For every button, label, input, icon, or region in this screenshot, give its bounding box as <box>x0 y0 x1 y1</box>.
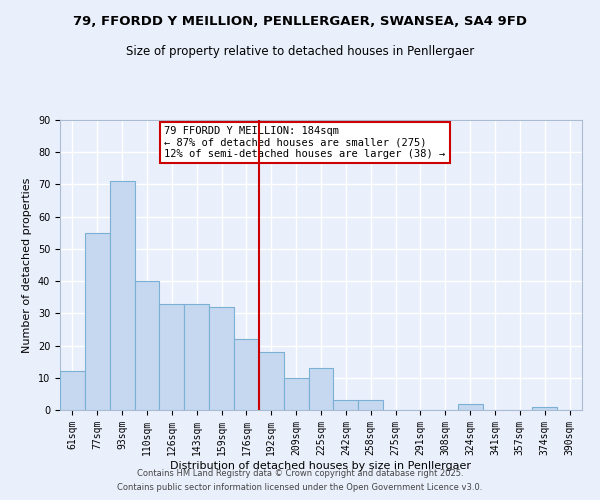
Bar <box>308 368 334 410</box>
Bar <box>458 404 482 410</box>
Bar <box>160 304 184 410</box>
Bar <box>284 378 308 410</box>
Bar <box>85 233 110 410</box>
Text: Size of property relative to detached houses in Penllergaer: Size of property relative to detached ho… <box>126 45 474 58</box>
Bar <box>358 400 383 410</box>
Bar <box>259 352 284 410</box>
Bar <box>184 304 209 410</box>
Text: 79 FFORDD Y MEILLION: 184sqm
← 87% of detached houses are smaller (275)
12% of s: 79 FFORDD Y MEILLION: 184sqm ← 87% of de… <box>164 126 446 159</box>
Bar <box>134 281 160 410</box>
Bar <box>209 307 234 410</box>
X-axis label: Distribution of detached houses by size in Penllergaer: Distribution of detached houses by size … <box>170 460 472 470</box>
Text: Contains HM Land Registry data © Crown copyright and database right 2025.: Contains HM Land Registry data © Crown c… <box>137 468 463 477</box>
Bar <box>532 407 557 410</box>
Text: Contains public sector information licensed under the Open Government Licence v3: Contains public sector information licen… <box>118 484 482 492</box>
Bar <box>60 372 85 410</box>
Bar <box>234 339 259 410</box>
Bar <box>110 181 134 410</box>
Text: 79, FFORDD Y MEILLION, PENLLERGAER, SWANSEA, SA4 9FD: 79, FFORDD Y MEILLION, PENLLERGAER, SWAN… <box>73 15 527 28</box>
Bar <box>334 400 358 410</box>
Y-axis label: Number of detached properties: Number of detached properties <box>22 178 32 352</box>
